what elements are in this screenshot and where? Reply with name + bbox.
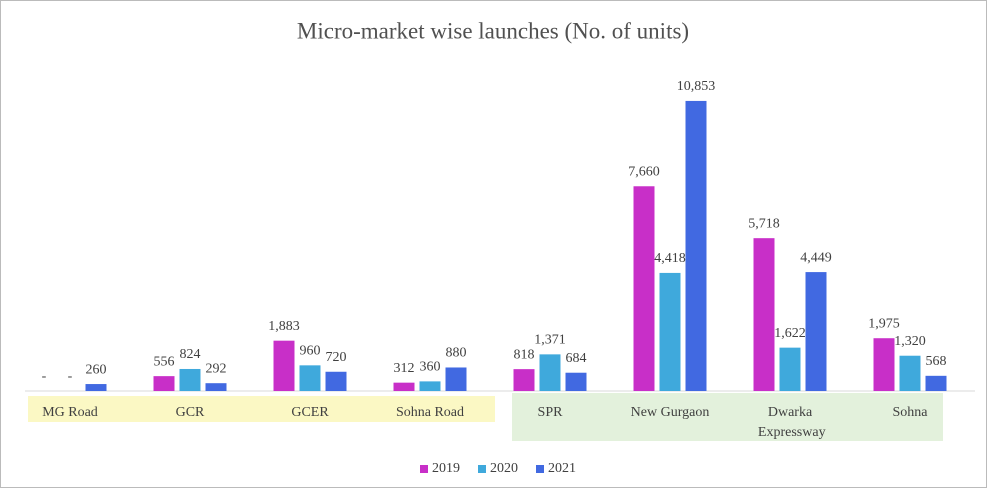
legend-swatch [478,465,486,473]
region-highlight [512,393,943,441]
bar [633,186,655,391]
data-label: 556 [154,354,175,369]
bar [873,338,895,391]
data-label: 960 [300,344,321,359]
data-label: 260 [86,362,107,377]
bar [179,368,201,391]
bar [659,272,681,391]
bar [685,100,707,392]
bar [419,381,441,391]
x-tick-label: GCR [176,405,205,420]
bar [805,272,827,391]
bar [325,371,347,391]
x-tick-label: Sohna [893,405,929,420]
bar [539,354,561,391]
legend-label: 2021 [548,461,576,476]
chart-title: Micro-market wise launches (No. of units… [297,18,689,43]
data-label: 1,371 [534,333,566,348]
data-label: 684 [566,351,587,366]
data-label: 4,449 [800,250,832,265]
bar [153,376,175,391]
bar [753,238,775,391]
bar [925,375,947,391]
data-label: 4,418 [654,251,686,266]
bar [565,372,587,391]
data-label: 1,883 [268,319,300,334]
data-label: 10,853 [677,79,716,94]
region-highlight [28,396,495,422]
data-label: 1,320 [894,334,926,349]
data-label: 818 [514,347,535,362]
data-label: 5,718 [748,216,780,231]
bar [779,347,801,391]
data-label: 7,660 [628,164,660,179]
x-tick-label: SPR [538,405,564,420]
data-label: 360 [420,360,441,375]
bar [273,340,295,391]
data-label: 720 [326,350,347,365]
legend-label: 2020 [490,461,518,476]
legend-label: 2019 [432,461,460,476]
bar [85,384,107,391]
x-tick-label: New Gurgaon [631,405,710,420]
data-label: 1,975 [868,316,900,331]
legend-swatch [420,465,428,473]
data-label: 568 [926,354,947,369]
data-label: - [68,369,73,384]
bar [393,382,415,391]
legend-swatch [536,465,544,473]
data-label: 292 [206,361,227,376]
bar [899,355,921,391]
bar [445,367,467,391]
bar [513,369,535,391]
x-tick-label: GCER [291,405,329,420]
x-tick-label: MG Road [42,405,98,420]
bar [299,365,321,391]
data-label: 824 [180,347,201,362]
data-label: - [42,369,47,384]
data-label: 1,622 [774,326,806,341]
data-label: 312 [394,361,415,376]
bar [205,383,227,391]
data-label: 880 [446,346,467,361]
x-tick-label: Dwarka Expressway [754,405,825,440]
x-tick-label: Sohna Road [396,405,464,420]
